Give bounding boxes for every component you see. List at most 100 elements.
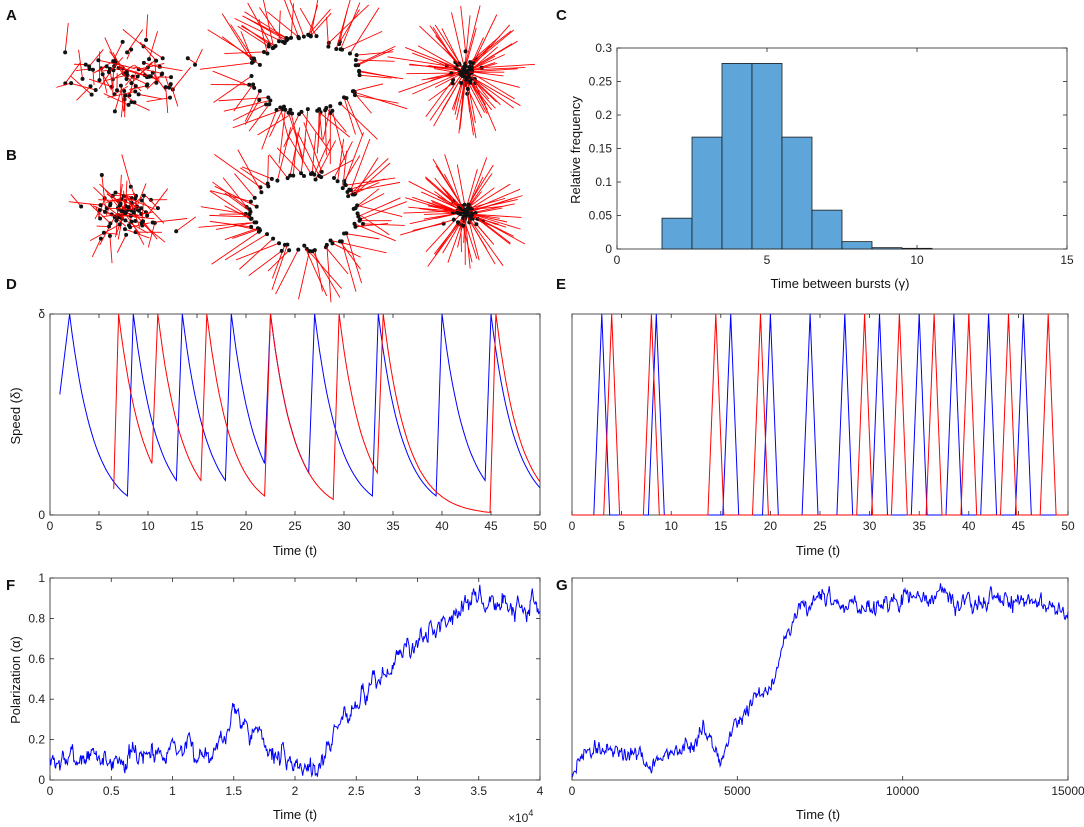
heading-vector — [248, 103, 270, 132]
heading-vector — [477, 218, 511, 245]
heading-vector — [112, 70, 114, 94]
agent-dot — [118, 201, 123, 206]
heading-vector — [261, 109, 277, 150]
agent-dot — [334, 47, 339, 52]
heading-vector — [333, 141, 353, 179]
agent-dot — [451, 217, 456, 222]
agent-dot — [135, 74, 140, 79]
heading-vector — [224, 192, 251, 213]
agent-dot — [464, 77, 469, 82]
agent-dot — [124, 70, 129, 75]
f-xtick-label: 0.5 — [103, 784, 120, 798]
agent-dot — [310, 170, 315, 175]
heading-vector — [109, 235, 113, 264]
agent-dot — [122, 227, 127, 232]
agent-dot — [89, 92, 94, 97]
c-ytick-label: 0 — [605, 242, 612, 256]
heading-vector — [326, 17, 329, 47]
histogram-bar — [841, 241, 873, 250]
agent-dot — [335, 179, 340, 184]
heading-vector — [300, 138, 307, 174]
heading-vector — [104, 37, 116, 62]
heading-vector — [198, 221, 257, 228]
histogram-bar — [901, 247, 933, 250]
polarization-chart-g: Time (t) 0 5000 10000 15000 — [569, 577, 1084, 822]
agent-dot — [155, 206, 160, 211]
heading-vector — [469, 66, 526, 71]
panel-letter-g: G — [556, 577, 568, 594]
heading-vector — [306, 248, 342, 289]
heading-vector — [108, 57, 124, 73]
f-ylabel: Polarization (α) — [8, 636, 23, 724]
panel-letter-e: E — [556, 276, 566, 293]
heading-vector — [347, 158, 389, 197]
agent-dot — [133, 84, 138, 89]
d-xlabel: Time (t) — [273, 543, 317, 558]
c-xlabel: Time between bursts (γ) — [771, 276, 910, 291]
heading-vector — [233, 103, 267, 121]
heading-vector — [408, 64, 457, 69]
heading-vector — [235, 242, 280, 261]
heading-vector — [214, 153, 261, 188]
agent-dot — [279, 248, 284, 253]
histogram-bar — [691, 136, 723, 250]
heading-vector — [417, 45, 464, 72]
d-ylabel: Speed (δ) — [8, 387, 23, 444]
agent-dot — [257, 62, 262, 67]
heading-vector — [471, 62, 498, 72]
heading-vector — [468, 74, 520, 88]
agent-dot — [465, 86, 470, 91]
agent-dot — [256, 229, 261, 234]
agent-dot — [139, 206, 144, 211]
speed-chart-e: Time (t) 0 5 10 15 20 25 30 35 40 45 50 — [569, 313, 1075, 558]
heading-vector — [128, 75, 148, 85]
heading-vector — [301, 111, 331, 152]
heading-vector — [69, 82, 96, 91]
heading-vector — [232, 108, 283, 129]
heading-vector — [463, 215, 466, 243]
heading-vector — [222, 177, 248, 208]
panel-letter-c: C — [556, 7, 567, 24]
agent-dot — [270, 46, 275, 51]
heading-vector — [339, 103, 378, 140]
agent-dot — [277, 39, 282, 44]
heading-vector — [352, 181, 380, 195]
agent-dot — [169, 75, 174, 80]
agent-dot — [265, 232, 270, 237]
heading-vector — [354, 91, 408, 110]
heading-vector — [159, 66, 183, 72]
panel-letter-b: B — [6, 147, 17, 164]
heading-vector — [244, 90, 261, 122]
agent-dot — [339, 239, 344, 244]
agent-dot — [302, 243, 307, 248]
heading-vector — [223, 100, 271, 112]
heading-vector — [258, 19, 268, 54]
d-xtick-label: 35 — [386, 519, 400, 533]
heading-vector — [427, 223, 460, 267]
heading-vector — [107, 91, 136, 98]
heading-vector — [70, 194, 82, 207]
agent-dot — [459, 81, 464, 86]
heading-vector — [88, 78, 112, 88]
heading-vector — [355, 193, 385, 209]
agent-dot — [475, 216, 480, 221]
heading-vector — [152, 218, 188, 223]
agent-dot — [277, 241, 282, 246]
heading-vector — [148, 31, 159, 60]
heading-vector — [355, 59, 395, 62]
agent-dot — [353, 224, 358, 229]
heading-vector — [442, 47, 464, 71]
agent-dot — [347, 51, 352, 56]
agent-dot — [287, 248, 292, 253]
agent-dot — [107, 233, 112, 238]
heading-vector — [342, 150, 348, 189]
heading-vector — [212, 181, 250, 210]
histogram-bar — [721, 63, 753, 250]
heading-vector — [234, 17, 285, 44]
heading-vector — [467, 187, 495, 209]
f-axes-frame — [49, 577, 541, 781]
histogram-chart: Time between bursts (γ) Relative frequen… — [568, 41, 1074, 291]
f-ytick-label: 0.2 — [28, 733, 45, 747]
heading-vector — [347, 181, 401, 193]
agent-dot — [148, 197, 153, 202]
